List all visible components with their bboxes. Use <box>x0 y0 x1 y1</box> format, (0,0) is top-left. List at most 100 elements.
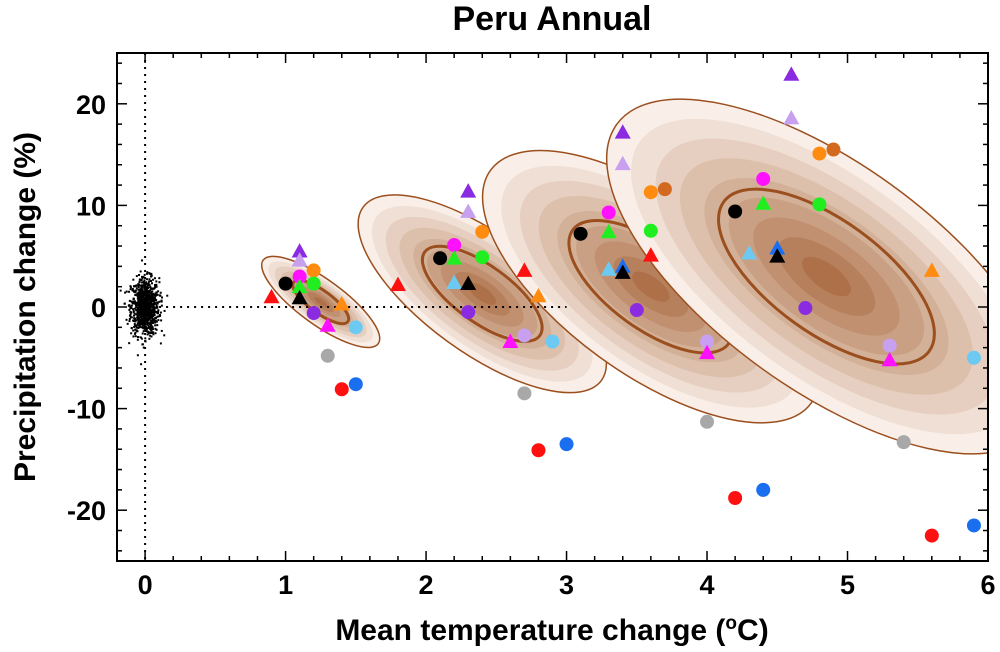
control-sample <box>156 312 159 315</box>
control-sample <box>141 311 144 314</box>
control-sample <box>141 315 144 318</box>
control-sample <box>137 288 140 291</box>
control-sample <box>134 289 137 292</box>
control-sample <box>134 291 137 294</box>
control-sample <box>145 312 148 315</box>
control-sample <box>142 319 145 322</box>
control-sample <box>152 314 155 317</box>
control-sample <box>149 315 152 318</box>
control-sample <box>138 292 141 295</box>
control-sample <box>141 284 144 287</box>
control-sample <box>149 297 152 300</box>
point-circle-orange <box>812 146 827 161</box>
control-sample <box>129 286 132 289</box>
distribution-1-shade-9 <box>314 296 328 307</box>
control-sample <box>152 287 155 290</box>
control-sample <box>139 270 142 273</box>
control-sample <box>140 326 143 329</box>
control-sample <box>141 293 144 296</box>
control-sample <box>146 271 149 274</box>
control-sample <box>138 281 141 284</box>
control-sample <box>146 289 149 292</box>
control-sample <box>146 322 149 325</box>
control-sample <box>150 335 153 338</box>
control-sample <box>143 324 146 327</box>
control-sample <box>155 280 158 283</box>
control-sample <box>158 281 161 284</box>
control-sample <box>142 300 145 303</box>
y-tick-labels: -20 -10 0 10 20 <box>67 90 106 526</box>
distribution-3 <box>481 149 820 424</box>
control-sample <box>150 312 153 315</box>
control-sample <box>155 299 158 302</box>
control-sample <box>149 289 152 292</box>
control-sample <box>149 334 152 337</box>
point-circle-light_blue <box>545 334 560 349</box>
point-circle-light_blue <box>348 320 363 335</box>
control-sample <box>139 313 142 316</box>
control-sample <box>138 324 141 327</box>
control-sample <box>130 306 133 309</box>
point-triangle-magenta <box>699 344 716 360</box>
control-sample <box>149 310 152 313</box>
control-sample <box>143 327 146 330</box>
control-sample <box>140 305 143 308</box>
point-triangle-black <box>291 289 308 305</box>
control-sample <box>137 296 140 299</box>
control-sample <box>163 334 166 337</box>
point-circle-black <box>278 276 293 291</box>
control-sample <box>135 313 138 316</box>
control-sample <box>141 307 144 310</box>
control-sample <box>144 289 147 292</box>
point-circle-lavender <box>700 334 715 349</box>
control-sample <box>145 327 148 330</box>
control-sample <box>135 305 138 308</box>
control-sample <box>149 321 152 324</box>
control-sample <box>152 300 155 303</box>
control-sample <box>148 311 151 314</box>
control-sample <box>146 308 149 311</box>
control-sample <box>147 284 150 287</box>
point-circle-green <box>475 250 490 265</box>
control-sample <box>154 321 157 324</box>
control-sample <box>133 312 136 315</box>
control-sample <box>159 294 162 297</box>
control-sample <box>155 328 158 331</box>
point-circle-light_blue <box>966 350 981 365</box>
control-sample <box>155 320 158 323</box>
control-sample <box>157 310 160 313</box>
y-axis-label: Precipitation change (%) <box>9 132 42 482</box>
control-sample <box>140 363 143 366</box>
control-sample <box>144 300 147 303</box>
control-sample <box>132 289 135 292</box>
control-sample <box>135 287 138 290</box>
control-sample <box>157 315 160 318</box>
control-sample <box>155 303 158 306</box>
control-sample <box>147 306 150 309</box>
control-sample <box>150 292 153 295</box>
control-sample <box>139 298 142 301</box>
point-triangle-orange <box>923 262 940 277</box>
control-sample <box>139 322 142 325</box>
control-sample <box>159 311 162 314</box>
control-sample <box>151 316 154 319</box>
control-sample <box>132 297 135 300</box>
point-circle-purple <box>306 306 321 321</box>
control-sample <box>154 310 157 313</box>
control-sample <box>160 304 163 307</box>
control-sample <box>150 323 153 326</box>
point-circle-brown <box>826 142 841 157</box>
control-sample <box>156 302 159 305</box>
control-sample <box>157 309 160 312</box>
point-circle-blue <box>756 482 771 497</box>
control-sample <box>139 290 142 293</box>
control-sample <box>128 308 131 311</box>
control-sample <box>130 332 133 335</box>
control-sample <box>149 305 152 308</box>
control-sample <box>130 300 133 303</box>
control-sample <box>149 328 152 331</box>
control-sample <box>134 335 137 338</box>
control-sample <box>135 301 138 304</box>
point-triangle-magenta <box>502 333 519 348</box>
